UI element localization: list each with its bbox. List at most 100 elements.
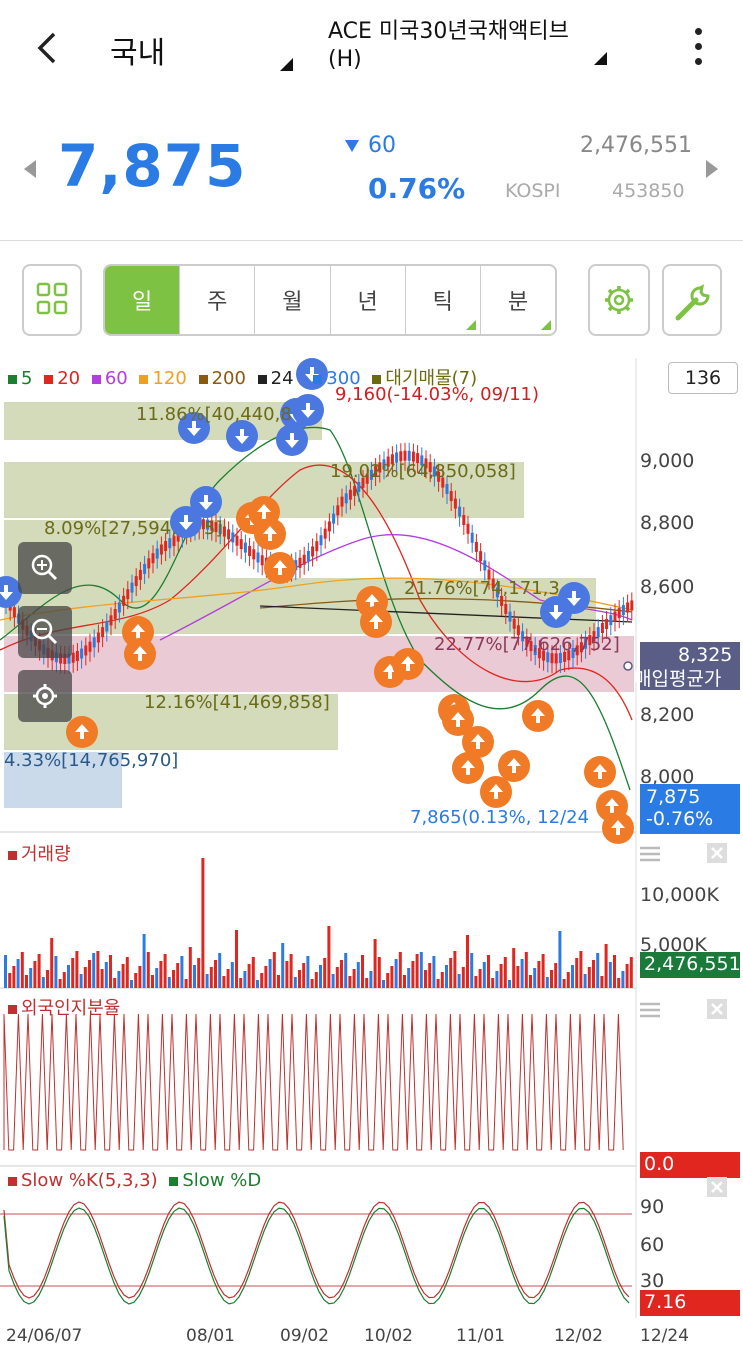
candle-body: [558, 652, 562, 663]
tools-button[interactable]: [662, 264, 722, 336]
ma200-label: 200: [211, 368, 246, 389]
candle-body: [357, 481, 361, 492]
next-stock-icon[interactable]: [704, 158, 720, 180]
zoom-out-button[interactable]: [18, 606, 72, 658]
price-tick: 8,800: [640, 512, 695, 534]
stock-dropdown-icon[interactable]: [594, 52, 607, 65]
date-tick: 08/01: [186, 1326, 235, 1346]
candle-body: [231, 532, 235, 543]
candle-body: [378, 462, 382, 473]
candle-body: [159, 544, 163, 555]
volume-bar: [197, 958, 201, 988]
date-tick: 12/02: [554, 1326, 603, 1346]
candle-body: [151, 553, 155, 564]
tab-year[interactable]: 년: [331, 266, 406, 334]
volume-bar: [121, 964, 125, 988]
volume-bar: [482, 962, 486, 988]
volume-bar: [592, 960, 595, 988]
market-dropdown-icon[interactable]: [280, 58, 293, 71]
candle-body: [109, 615, 113, 626]
candle-body: [365, 473, 369, 484]
price-chart[interactable]: [0, 358, 743, 1352]
volume-swatch: [8, 850, 17, 860]
pane-close-icon[interactable]: [706, 998, 728, 1020]
up-arrow-icon: [383, 664, 397, 679]
tab-tick[interactable]: 틱: [406, 266, 481, 334]
up-arrow-icon: [257, 504, 271, 519]
pane-menu-icon[interactable]: [638, 844, 662, 864]
pane-menu-icon[interactable]: [638, 1000, 662, 1020]
date-tick: 24/06/07: [6, 1326, 83, 1346]
volume-bar: [398, 952, 402, 988]
tab-minute[interactable]: 분: [481, 266, 555, 334]
up-arrow-icon: [131, 624, 145, 639]
ma5-label: 5: [21, 368, 33, 389]
candle-body: [613, 611, 617, 622]
volume-bar: [625, 964, 629, 988]
back-arrow-icon[interactable]: [30, 26, 70, 70]
volume-bar: [293, 977, 297, 988]
candle-body: [588, 635, 592, 646]
volume-bar: [424, 970, 427, 988]
volume-bar: [478, 969, 482, 988]
candle-body: [306, 550, 310, 561]
candle-body: [458, 506, 462, 517]
volume-bar: [310, 979, 314, 988]
avg-price-dot: [623, 661, 633, 671]
candle-body: [67, 653, 71, 664]
volume-bar: [130, 980, 133, 988]
volume-bar: [365, 978, 369, 988]
candle-body: [130, 582, 134, 593]
candle-body: [483, 560, 487, 571]
foreign-title: 외국인지분율: [8, 994, 120, 1020]
ma300-swatch: [313, 374, 323, 384]
ma200-swatch: [198, 374, 208, 384]
volume-bar: [340, 960, 343, 988]
tab-day[interactable]: 일: [105, 266, 181, 334]
volume-bar: [243, 971, 247, 988]
candle-body: [575, 645, 579, 656]
candle-body: [466, 523, 470, 534]
candle-body: [311, 546, 315, 557]
avg-price-label: 매입평균가: [634, 668, 722, 690]
candle-count-box[interactable]: 136: [668, 362, 738, 394]
more-menu-icon[interactable]: [688, 28, 708, 72]
stoch-tick: 90: [640, 1196, 665, 1218]
tab-tick-label: 틱: [432, 290, 453, 315]
down-arrow-icon: [187, 421, 201, 436]
tab-month[interactable]: 월: [255, 266, 331, 334]
candle-body: [516, 625, 520, 636]
volume-bar: [159, 961, 163, 988]
up-arrow-icon: [75, 724, 89, 739]
up-arrow-icon: [507, 758, 521, 773]
candle-body: [214, 522, 218, 533]
candle-body: [504, 603, 508, 614]
candle-body: [92, 637, 96, 648]
pane-close-icon[interactable]: [706, 1176, 728, 1198]
ma300-label: 300: [326, 368, 361, 389]
down-arrow-icon: [549, 605, 563, 620]
down-arrow-icon: [285, 433, 299, 448]
volume-bar: [604, 944, 608, 988]
last-price-value: 7,875: [646, 786, 701, 808]
market-title[interactable]: 국내: [110, 36, 166, 71]
prev-stock-icon[interactable]: [22, 158, 38, 180]
stoch-tick: 60: [640, 1234, 665, 1256]
volume-bar: [377, 957, 381, 988]
candle-body: [168, 538, 172, 549]
volume-bar: [239, 978, 243, 988]
foreign-swatch: [8, 1004, 17, 1014]
volume-bar: [71, 958, 75, 988]
candle-body: [407, 450, 411, 461]
chart-settings-button[interactable]: [588, 264, 650, 336]
volume-bar: [587, 967, 591, 988]
volume-bar: [8, 973, 12, 988]
tab-week[interactable]: 주: [180, 266, 256, 334]
chart-option-button[interactable]: [18, 670, 72, 722]
pane-close-icon[interactable]: [706, 842, 728, 864]
zoom-in-button[interactable]: [18, 542, 72, 594]
candle-body: [525, 636, 529, 647]
volume-bar: [201, 858, 205, 988]
layout-grid-button[interactable]: [22, 264, 82, 336]
stock-name[interactable]: ACE 미국30년국채액티브(H): [328, 19, 569, 72]
